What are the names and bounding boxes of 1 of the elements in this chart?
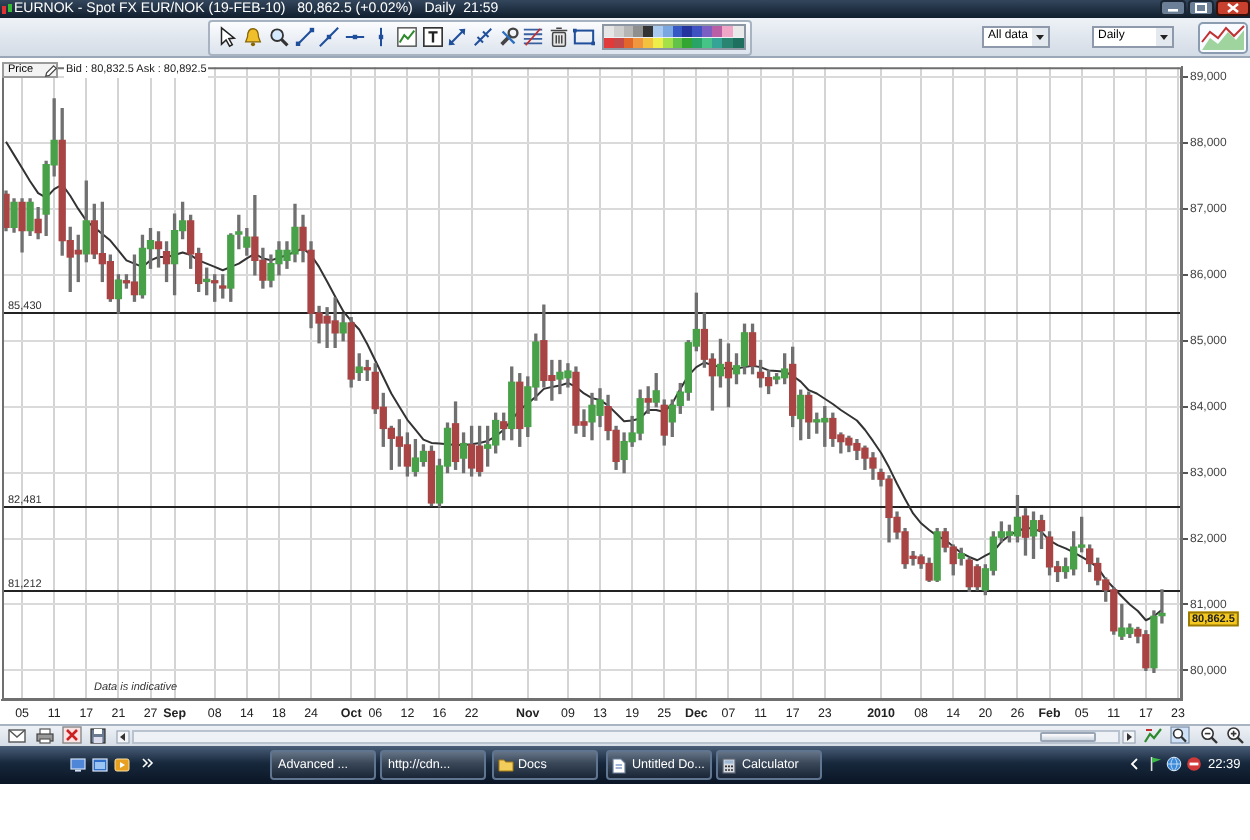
candlestick <box>556 359 564 395</box>
